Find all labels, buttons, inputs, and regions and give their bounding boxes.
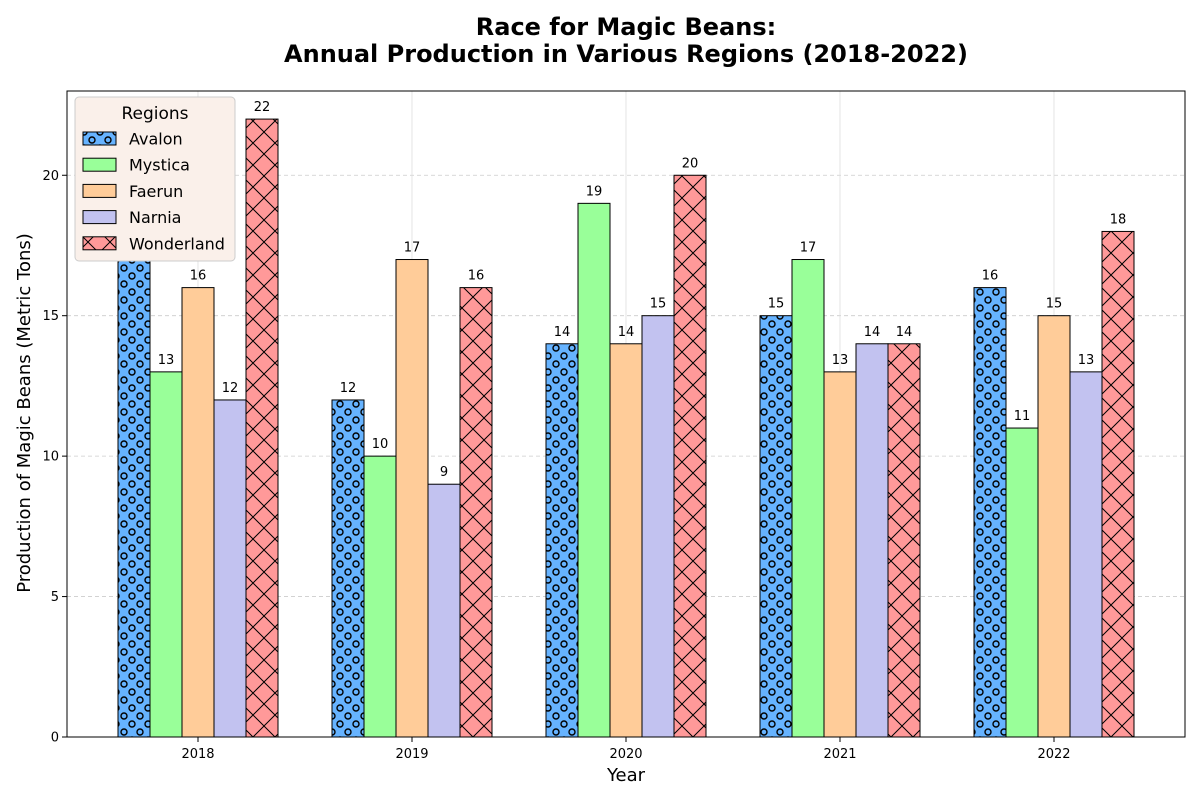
legend-label-mystica: Mystica bbox=[129, 156, 190, 175]
x-tick-label: 2018 bbox=[181, 747, 214, 762]
bar-faerun bbox=[1037, 315, 1071, 738]
legend-swatch-faerun bbox=[82, 183, 117, 198]
data-label: 15 bbox=[768, 297, 785, 312]
legend-label-narnia: Narnia bbox=[129, 208, 181, 227]
chart-title-line-1: Race for Magic Beans: bbox=[476, 13, 776, 41]
bar-narnia bbox=[641, 315, 675, 738]
x-axis-label: Year bbox=[606, 765, 646, 786]
legend-label-wonderland: Wonderland bbox=[129, 234, 225, 253]
data-label: 18 bbox=[1110, 212, 1127, 227]
bar-avalon bbox=[759, 315, 793, 738]
legend-title: Regions bbox=[121, 104, 188, 124]
y-tick-label: 0 bbox=[51, 731, 59, 746]
data-label: 14 bbox=[554, 325, 571, 340]
data-label: 22 bbox=[254, 100, 271, 115]
bar-wonderland bbox=[245, 118, 279, 738]
bar-avalon bbox=[117, 230, 151, 738]
data-label: 15 bbox=[1046, 297, 1063, 312]
y-tick-label: 20 bbox=[42, 169, 59, 184]
legend-swatch-narnia bbox=[82, 210, 117, 225]
bar-faerun bbox=[181, 287, 215, 738]
data-label: 11 bbox=[1014, 409, 1031, 424]
bar-wonderland bbox=[459, 287, 493, 738]
x-tick-label: 2022 bbox=[1037, 747, 1070, 762]
legend: Regions Avalon Mystica Faerun Narnia Wonderl… bbox=[74, 96, 236, 262]
legend-label-avalon: Avalon bbox=[129, 130, 183, 149]
legend-swatch-avalon bbox=[82, 131, 117, 146]
bar-wonderland bbox=[1101, 230, 1135, 738]
legend-swatch-wonderland bbox=[82, 236, 117, 251]
bar-mystica bbox=[363, 455, 397, 738]
legend-swatch-mystica bbox=[82, 157, 117, 172]
data-label: 13 bbox=[1078, 353, 1095, 368]
data-label: 14 bbox=[864, 325, 881, 340]
data-label: 16 bbox=[468, 269, 485, 284]
legend-label-faerun: Faerun bbox=[129, 182, 183, 201]
bar-faerun bbox=[395, 259, 429, 738]
y-tick-label: 5 bbox=[51, 590, 59, 605]
bar-avalon bbox=[973, 287, 1007, 738]
data-label: 16 bbox=[982, 269, 999, 284]
data-label: 17 bbox=[800, 241, 817, 256]
data-label: 10 bbox=[372, 437, 389, 452]
data-label: 16 bbox=[190, 269, 207, 284]
x-tick-label: 2021 bbox=[823, 747, 856, 762]
data-label: 9 bbox=[440, 465, 448, 480]
x-tick-label: 2019 bbox=[395, 747, 428, 762]
data-label: 19 bbox=[586, 184, 603, 199]
chart-title-line-2: Annual Production in Various Regions (20… bbox=[284, 40, 968, 68]
data-labels: 18 12 14 15 16 13 10 19 17 11 16 17 14 13 15 12 9 15 14 13 2… bbox=[126, 100, 1127, 480]
bar-mystica bbox=[791, 259, 825, 738]
x-tick-label: 2020 bbox=[609, 747, 642, 762]
bar-narnia bbox=[1069, 371, 1103, 738]
data-label: 14 bbox=[618, 325, 635, 340]
data-label: 17 bbox=[404, 241, 421, 256]
y-tick-label: 10 bbox=[42, 450, 59, 465]
bar-avalon bbox=[331, 399, 365, 738]
bar-avalon bbox=[545, 343, 579, 738]
data-label: 15 bbox=[650, 297, 667, 312]
bar-wonderland bbox=[673, 174, 707, 738]
data-label: 20 bbox=[682, 156, 699, 171]
bar-faerun bbox=[823, 371, 857, 738]
bar-faerun bbox=[609, 343, 643, 738]
plot-frame bbox=[66, 90, 1186, 738]
bar-narnia bbox=[213, 399, 247, 738]
bar-narnia bbox=[855, 343, 889, 738]
bar-narnia bbox=[427, 483, 461, 738]
y-tick-label: 15 bbox=[42, 309, 59, 324]
data-label: 14 bbox=[896, 325, 913, 340]
data-label: 13 bbox=[158, 353, 175, 368]
data-label: 12 bbox=[340, 381, 357, 396]
bar-mystica bbox=[1005, 427, 1039, 738]
bar-mystica bbox=[149, 371, 183, 738]
bar-wonderland bbox=[887, 343, 921, 738]
data-label: 13 bbox=[832, 353, 849, 368]
data-label: 12 bbox=[222, 381, 239, 396]
bar-mystica bbox=[577, 202, 611, 738]
bars bbox=[117, 118, 1135, 738]
y-axis-label: Production of Magic Beans (Metric Tons) bbox=[14, 233, 35, 593]
